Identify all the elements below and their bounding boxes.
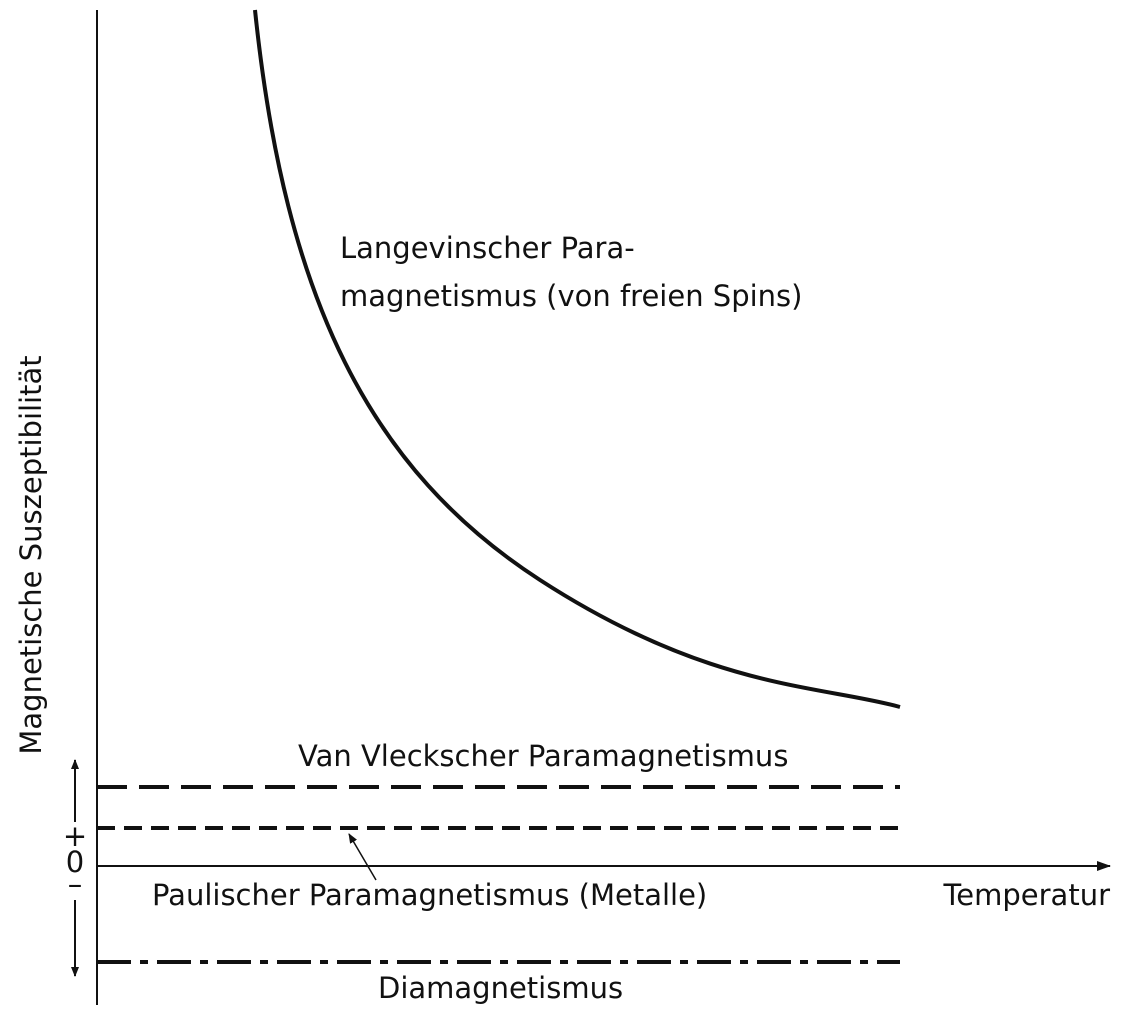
plus-label: + — [63, 819, 87, 853]
zero-label: 0 — [66, 845, 84, 879]
x-label: Temperatur — [943, 878, 1111, 912]
curve-label: magnetismus (von freien Spins) — [340, 279, 802, 313]
curve-label: Paulischer Paramagnetismus (Metalle) — [152, 878, 707, 912]
minus-label: – — [68, 867, 83, 901]
pointer — [348, 833, 377, 881]
y-label: Magnetische Suszeptibilität — [14, 355, 48, 754]
langevin-curve — [253, 9, 901, 709]
curve-label: Van Vleckscher Paramagnetismus — [298, 739, 788, 773]
curve-label: Diamagnetismus — [378, 971, 623, 1005]
curve-label: Langevinscher Para- — [340, 231, 635, 265]
